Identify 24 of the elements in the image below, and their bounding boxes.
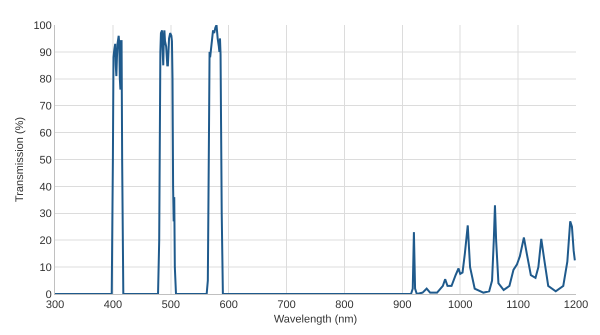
y-tick-label: 30 xyxy=(40,208,52,220)
x-tick-label: 700 xyxy=(277,299,296,312)
line-series xyxy=(55,25,576,294)
x-tick-label: 600 xyxy=(219,299,238,312)
x-tick-label: 1200 xyxy=(564,299,588,312)
x-tick-label: 900 xyxy=(393,299,412,312)
x-tick-label: 800 xyxy=(335,299,354,312)
x-tick-label: 400 xyxy=(104,299,122,312)
y-tick-label: 0 xyxy=(46,288,52,301)
x-tick-label: 500 xyxy=(162,299,180,312)
x-axis-title: Wavelength (nm) xyxy=(274,313,358,326)
y-axis-title: Transmission (%) xyxy=(14,116,26,202)
y-tick-label: 20 xyxy=(40,235,52,248)
y-tick-label: 10 xyxy=(40,262,52,274)
x-tick-label: 300 xyxy=(46,299,64,312)
x-tick-label: 1000 xyxy=(448,299,472,312)
y-tick-label: 70 xyxy=(40,100,52,113)
y-tick-label: 100 xyxy=(33,20,52,32)
x-tick-label: 1100 xyxy=(506,299,530,312)
y-tick-label: 50 xyxy=(40,154,52,166)
y-tick-label: 60 xyxy=(40,127,52,140)
y-tick-label: 40 xyxy=(40,181,52,194)
y-tick-label: 80 xyxy=(40,74,52,86)
y-tick-label: 90 xyxy=(40,46,52,59)
